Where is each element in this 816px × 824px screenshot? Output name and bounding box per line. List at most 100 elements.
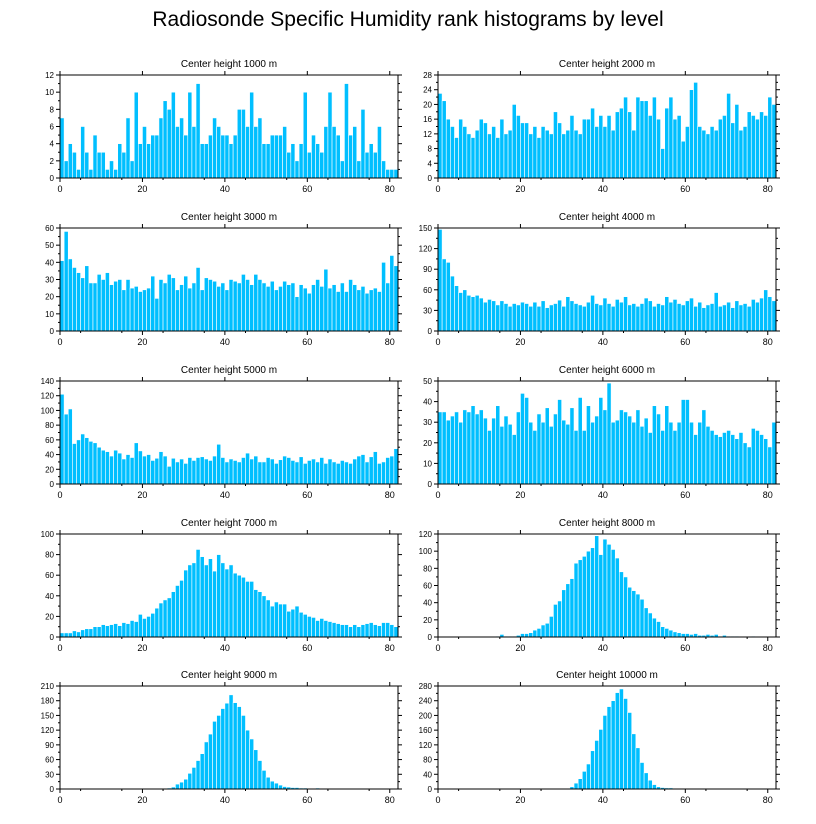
histogram-bar — [528, 305, 534, 332]
histogram-bar — [274, 782, 279, 790]
histogram-bar — [614, 692, 620, 790]
y-tick-label: 24 — [423, 86, 432, 95]
histogram-bar — [352, 624, 358, 638]
histogram-bar — [709, 303, 715, 332]
y-tick-label: 20 — [423, 439, 432, 448]
histogram-bar — [298, 284, 304, 332]
histogram-bar — [348, 626, 353, 638]
histogram-bar — [548, 616, 554, 638]
histogram-bar — [377, 126, 382, 179]
histogram-bar — [327, 91, 333, 179]
y-tick-label: 10 — [45, 88, 54, 97]
histogram-bar — [179, 781, 184, 790]
histogram-bar — [381, 262, 386, 332]
histogram-bar — [72, 267, 77, 332]
histogram-bar — [668, 301, 674, 332]
histogram-bar — [619, 301, 624, 332]
histogram-bar — [734, 438, 740, 485]
histogram-bar — [516, 411, 521, 485]
histogram-bar — [577, 397, 583, 485]
histogram-bar — [138, 614, 143, 638]
histogram-bar — [487, 133, 492, 179]
histogram-bar — [577, 778, 583, 790]
histogram-bar — [643, 772, 649, 790]
histogram-bar — [594, 126, 600, 179]
histogram-bar — [458, 292, 464, 332]
y-tick-label: 0 — [428, 785, 433, 794]
x-tick-label: 40 — [598, 337, 608, 347]
histogram-bar — [298, 143, 304, 179]
histogram-bar — [162, 282, 168, 332]
histogram-bar — [701, 307, 707, 332]
histogram-panel-3: Center height 3000 m 0 10 20 30 40 50 60 0 20 40 60… — [45, 212, 402, 347]
y-tick-label: 100 — [41, 530, 55, 539]
histogram-bar — [726, 301, 731, 332]
histogram-bar — [709, 430, 715, 485]
y-tick-label: 20 — [45, 465, 54, 474]
histogram-bar — [643, 100, 649, 179]
histogram-bar — [100, 151, 106, 179]
x-tick-label: 20 — [137, 337, 147, 347]
histogram-bar — [76, 631, 81, 638]
histogram-bar — [232, 702, 238, 790]
histogram-bar — [261, 143, 267, 179]
histogram-bar — [278, 286, 283, 332]
y-tick-label: 150 — [419, 224, 433, 233]
y-tick-label: 30 — [423, 418, 432, 427]
histogram-bar — [166, 109, 172, 179]
x-tick-label: 0 — [57, 184, 62, 194]
x-tick-label: 40 — [598, 184, 608, 194]
histogram-bar — [606, 543, 612, 638]
y-tick-label: 4 — [428, 159, 433, 168]
histogram-bar — [121, 622, 127, 638]
histogram-bar — [742, 442, 748, 485]
histogram-bar — [364, 623, 370, 638]
histogram-bar — [88, 441, 94, 485]
histogram-bar — [368, 289, 374, 332]
y-tick-label: 120 — [419, 741, 433, 750]
histogram-bar — [282, 126, 288, 179]
histogram-bar — [269, 134, 275, 179]
y-tick-label: 4 — [50, 140, 55, 149]
histogram-bar — [307, 151, 312, 179]
y-tick-label: 60 — [45, 436, 54, 445]
histogram-bar — [722, 304, 727, 332]
histogram-bar — [717, 118, 723, 179]
histogram-bar — [540, 126, 546, 179]
histogram-bar — [577, 304, 583, 332]
x-tick-label: 60 — [302, 795, 312, 805]
histogram-bar — [154, 607, 160, 638]
histogram-bar — [664, 628, 670, 638]
histogram-bar — [212, 455, 217, 485]
histogram-bar — [59, 393, 65, 485]
y-tick-label: 120 — [41, 392, 55, 401]
histogram-bar — [199, 556, 205, 638]
y-tick-label: 10 — [45, 310, 54, 319]
histogram-bar — [154, 457, 160, 485]
histogram-bar — [614, 111, 620, 179]
histogram-bar — [685, 399, 690, 485]
histogram-bar — [619, 409, 624, 485]
y-tick-label: 0 — [50, 785, 55, 794]
histogram-bar — [121, 458, 127, 485]
y-tick-label: 60 — [423, 582, 432, 591]
histogram-bar — [88, 169, 94, 179]
y-tick-label: 90 — [423, 265, 432, 274]
histogram-bar — [162, 100, 168, 179]
histogram-bar — [319, 618, 325, 638]
y-tick-label: 80 — [45, 421, 54, 430]
histogram-bar — [228, 279, 234, 332]
histogram-bar — [265, 599, 271, 638]
histogram-bar — [441, 100, 447, 179]
histogram-bar — [84, 437, 90, 485]
y-tick-label: 30 — [423, 306, 432, 315]
histogram-bar — [76, 439, 81, 485]
histogram-bar — [536, 628, 542, 638]
histogram-bar — [212, 117, 217, 179]
histogram-bar — [294, 296, 300, 332]
x-tick-label: 0 — [435, 795, 440, 805]
histogram-panel-4: Center height 4000 m 0 30 60 90 120 150 0 20 40 60… — [419, 212, 780, 347]
histogram-bar — [191, 126, 197, 179]
histogram-bar — [660, 626, 666, 638]
histogram-bar — [282, 280, 288, 332]
